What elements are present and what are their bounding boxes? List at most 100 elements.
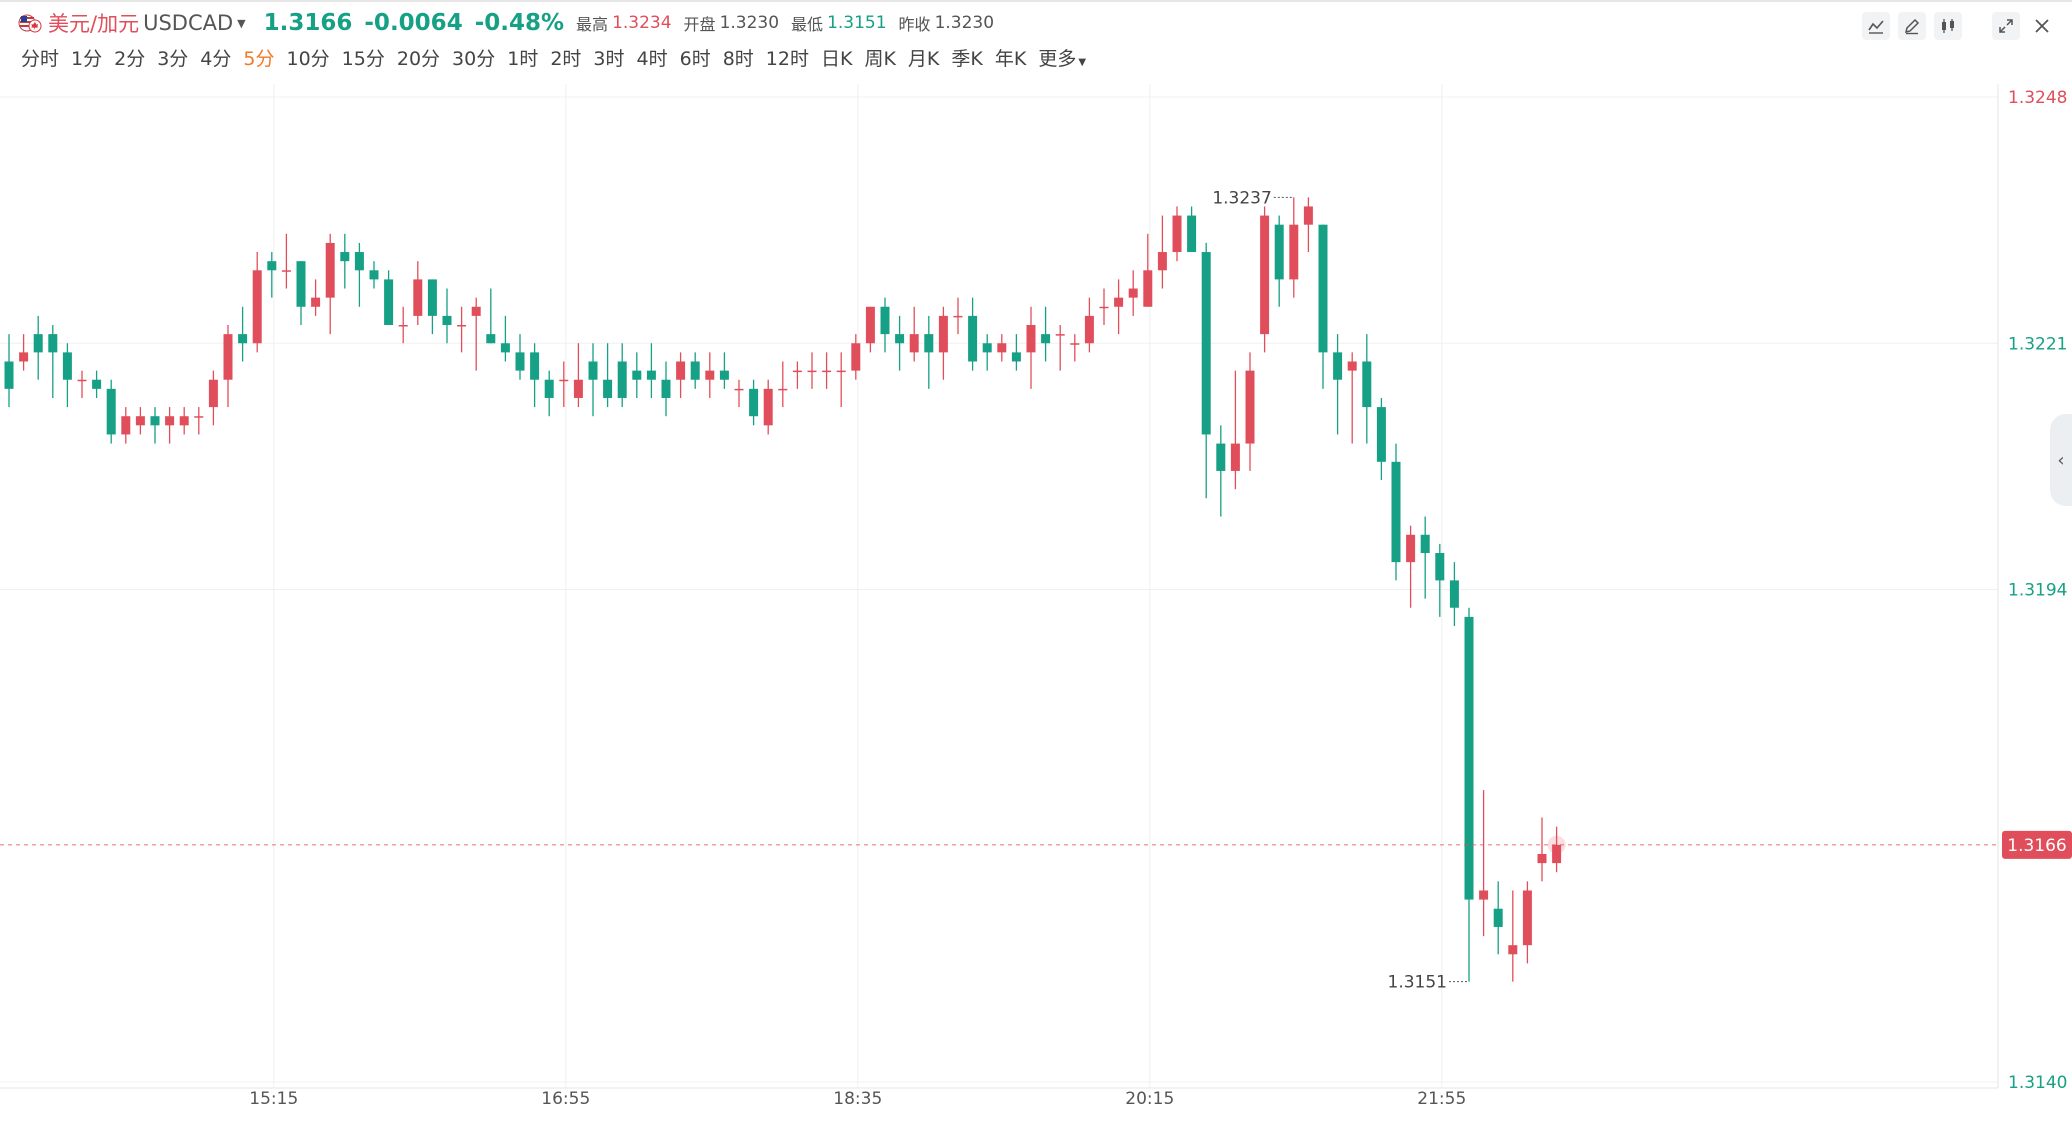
candle-body[interactable] xyxy=(1172,215,1182,253)
candle-body[interactable] xyxy=(296,261,306,307)
candle-body[interactable] xyxy=(1084,315,1094,344)
candle-body[interactable] xyxy=(1464,616,1474,900)
candle-body[interactable] xyxy=(1230,443,1240,471)
candle-body[interactable] xyxy=(982,343,992,353)
candle-body[interactable] xyxy=(1201,252,1211,435)
period-tab-4[interactable]: 4分 xyxy=(200,48,232,70)
candle-body[interactable] xyxy=(719,370,729,380)
period-tab-15[interactable]: 8时 xyxy=(722,48,754,70)
candle-body[interactable] xyxy=(1406,534,1416,563)
draw-icon[interactable] xyxy=(1898,12,1926,40)
candle-body[interactable] xyxy=(1143,270,1153,307)
period-tab-5[interactable]: 5分 xyxy=(243,48,275,70)
candle-body[interactable] xyxy=(836,370,846,373)
candle-body[interactable] xyxy=(486,334,496,344)
candle-body[interactable] xyxy=(4,361,14,389)
candle-body[interactable] xyxy=(588,361,598,380)
period-tab-21[interactable]: 年K xyxy=(994,48,1027,70)
candle-body[interactable] xyxy=(19,352,29,362)
candle-body[interactable] xyxy=(1099,306,1109,309)
period-tab-2[interactable]: 2分 xyxy=(114,48,146,70)
candle-body[interactable] xyxy=(252,270,262,344)
candle-body[interactable] xyxy=(1011,352,1021,362)
candle-body[interactable] xyxy=(340,252,350,262)
candle-body[interactable] xyxy=(1522,890,1532,946)
candle-body[interactable] xyxy=(632,370,642,380)
candle-body[interactable] xyxy=(311,297,321,307)
candle-body[interactable] xyxy=(763,388,773,426)
candle-body[interactable] xyxy=(938,315,948,353)
candle-body[interactable] xyxy=(924,334,934,353)
candle-body[interactable] xyxy=(1318,224,1328,353)
period-tab-17[interactable]: 日K xyxy=(820,48,853,70)
candle-body[interactable] xyxy=(734,388,744,391)
candle-body[interactable] xyxy=(369,270,379,280)
candle-body[interactable] xyxy=(354,252,364,271)
period-tab-8[interactable]: 20分 xyxy=(396,48,441,70)
candle-body[interactable] xyxy=(953,315,963,318)
period-tab-12[interactable]: 3时 xyxy=(593,48,625,70)
period-tab-1[interactable]: 1分 xyxy=(71,48,103,70)
candle-body[interactable] xyxy=(661,379,671,398)
candle-body[interactable] xyxy=(968,315,978,362)
candle-body[interactable] xyxy=(1070,343,1080,345)
candle-body[interactable] xyxy=(48,334,58,353)
candle-body[interactable] xyxy=(1274,224,1284,280)
candle-body[interactable] xyxy=(457,325,467,327)
candle-body[interactable] xyxy=(165,416,175,426)
candle-body[interactable] xyxy=(1537,853,1547,864)
candle-body[interactable] xyxy=(194,416,204,418)
candle-body[interactable] xyxy=(267,261,277,271)
candle-body[interactable] xyxy=(121,416,131,435)
candle-body[interactable] xyxy=(77,379,87,382)
candle-body[interactable] xyxy=(544,379,554,398)
candle-body[interactable] xyxy=(1128,288,1138,298)
candle-body[interactable] xyxy=(1055,334,1065,336)
candle-body[interactable] xyxy=(646,370,656,380)
candle-body[interactable] xyxy=(1114,297,1124,307)
candle-body[interactable] xyxy=(1376,407,1386,462)
candle-body[interactable] xyxy=(471,306,481,316)
candle-body[interactable] xyxy=(1391,461,1401,563)
candle-body[interactable] xyxy=(676,361,686,380)
period-tab-19[interactable]: 月K xyxy=(907,48,940,70)
period-tab-7[interactable]: 15分 xyxy=(341,48,385,70)
more-dropdown-icon[interactable]: ▼ xyxy=(1078,57,1087,68)
period-tab-3[interactable]: 3分 xyxy=(157,48,189,70)
period-tab-0[interactable]: 分时 xyxy=(21,48,60,70)
candle-body[interactable] xyxy=(792,370,802,373)
candle-body[interactable] xyxy=(880,306,890,335)
candle-body[interactable] xyxy=(1362,361,1372,408)
candle-body[interactable] xyxy=(1245,370,1255,444)
pair-chinese-name[interactable]: 美元/加元 xyxy=(48,12,140,36)
candle-type-icon[interactable] xyxy=(1934,12,1962,40)
candle-body[interactable] xyxy=(515,352,525,371)
candle-body[interactable] xyxy=(427,279,437,316)
period-tab-18[interactable]: 周K xyxy=(864,48,896,70)
candle-body[interactable] xyxy=(33,334,43,353)
candle-body[interactable] xyxy=(150,416,160,426)
chart-canvas[interactable]: 1.3248 1.3221 1.3194 1.3140 15:15 16:55 18:35 2… xyxy=(0,84,2072,1124)
side-panel-toggle[interactable]: ‹ xyxy=(2050,414,2072,506)
candle-body[interactable] xyxy=(325,242,335,298)
candle-body[interactable] xyxy=(749,388,759,417)
candle-body[interactable] xyxy=(617,361,627,398)
candle-body[interactable] xyxy=(92,379,102,389)
pair-dropdown-caret-icon[interactable]: ▼ xyxy=(237,16,246,30)
candle-body[interactable] xyxy=(1187,215,1197,253)
candle-body[interactable] xyxy=(1157,252,1167,271)
candle-body[interactable] xyxy=(705,370,715,380)
candle-body[interactable] xyxy=(895,334,905,344)
pair-code[interactable]: USDCAD xyxy=(143,11,234,35)
candle-body[interactable] xyxy=(179,416,189,426)
candle-body[interactable] xyxy=(1333,352,1343,380)
candlestick-chart[interactable]: 1.3248 1.3221 1.3194 1.3140 15:15 16:55 18:35 2… xyxy=(0,84,2072,1128)
period-tab-11[interactable]: 2时 xyxy=(550,48,582,70)
candle-body[interactable] xyxy=(1420,534,1430,554)
period-tab-14[interactable]: 6时 xyxy=(679,48,711,70)
candle-body[interactable] xyxy=(1216,443,1226,471)
candle-body[interactable] xyxy=(1041,334,1051,344)
candle-body[interactable] xyxy=(238,334,248,344)
candle-body[interactable] xyxy=(1303,206,1313,225)
candle-body[interactable] xyxy=(822,370,832,373)
